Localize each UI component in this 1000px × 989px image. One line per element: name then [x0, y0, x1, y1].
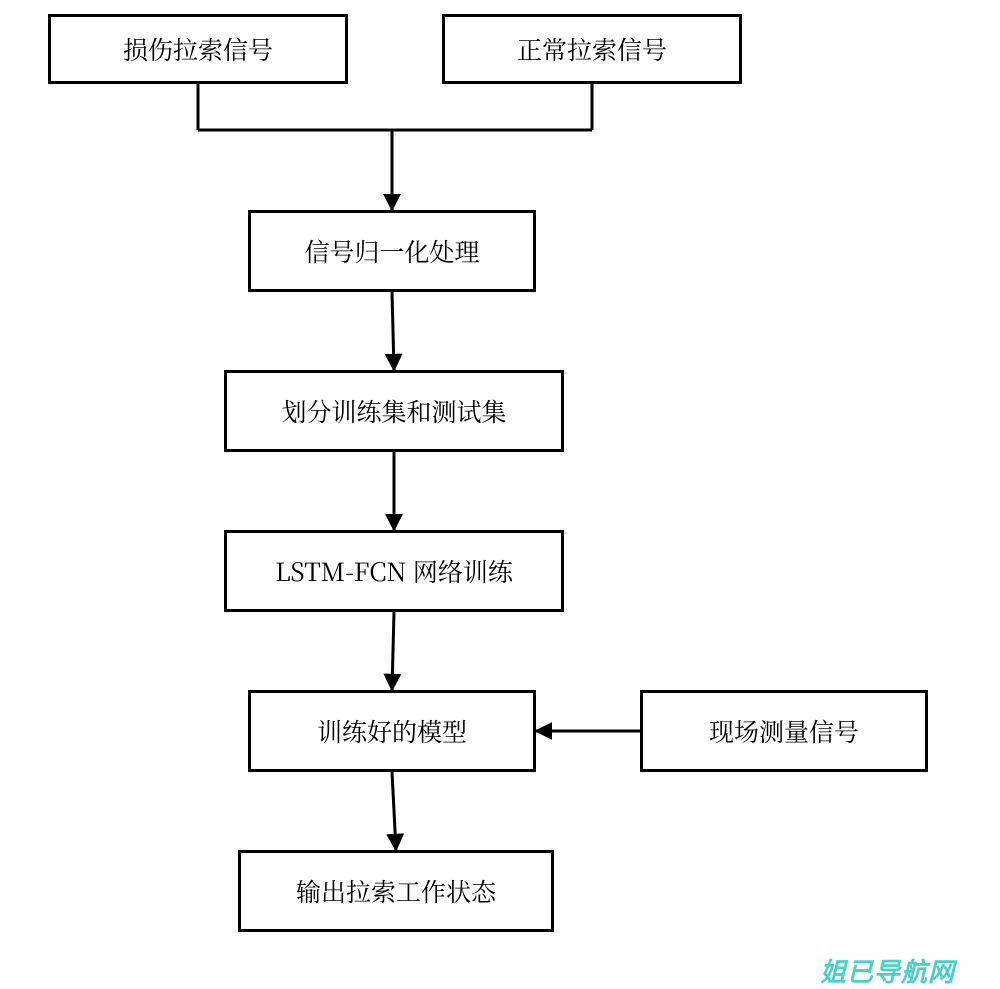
- flowchart-node-n4: 划分训练集和测试集: [224, 370, 564, 452]
- flowchart-node-n1: 损伤拉索信号: [48, 14, 348, 84]
- flowchart-node-n3: 信号归一化处理: [248, 210, 536, 292]
- watermark-text: 姐已导航网: [820, 952, 955, 989]
- flowchart-node-n2: 正常拉索信号: [442, 14, 742, 84]
- flowchart-node-n7: 现场测量信号: [640, 690, 928, 772]
- flowchart-node-n5: LSTM-FCN 网络训练: [224, 530, 564, 612]
- flowchart-node-n8: 输出拉索工作状态: [238, 850, 554, 932]
- flowchart-node-n6: 训练好的模型: [248, 690, 536, 772]
- flowchart-edges: [0, 0, 1000, 989]
